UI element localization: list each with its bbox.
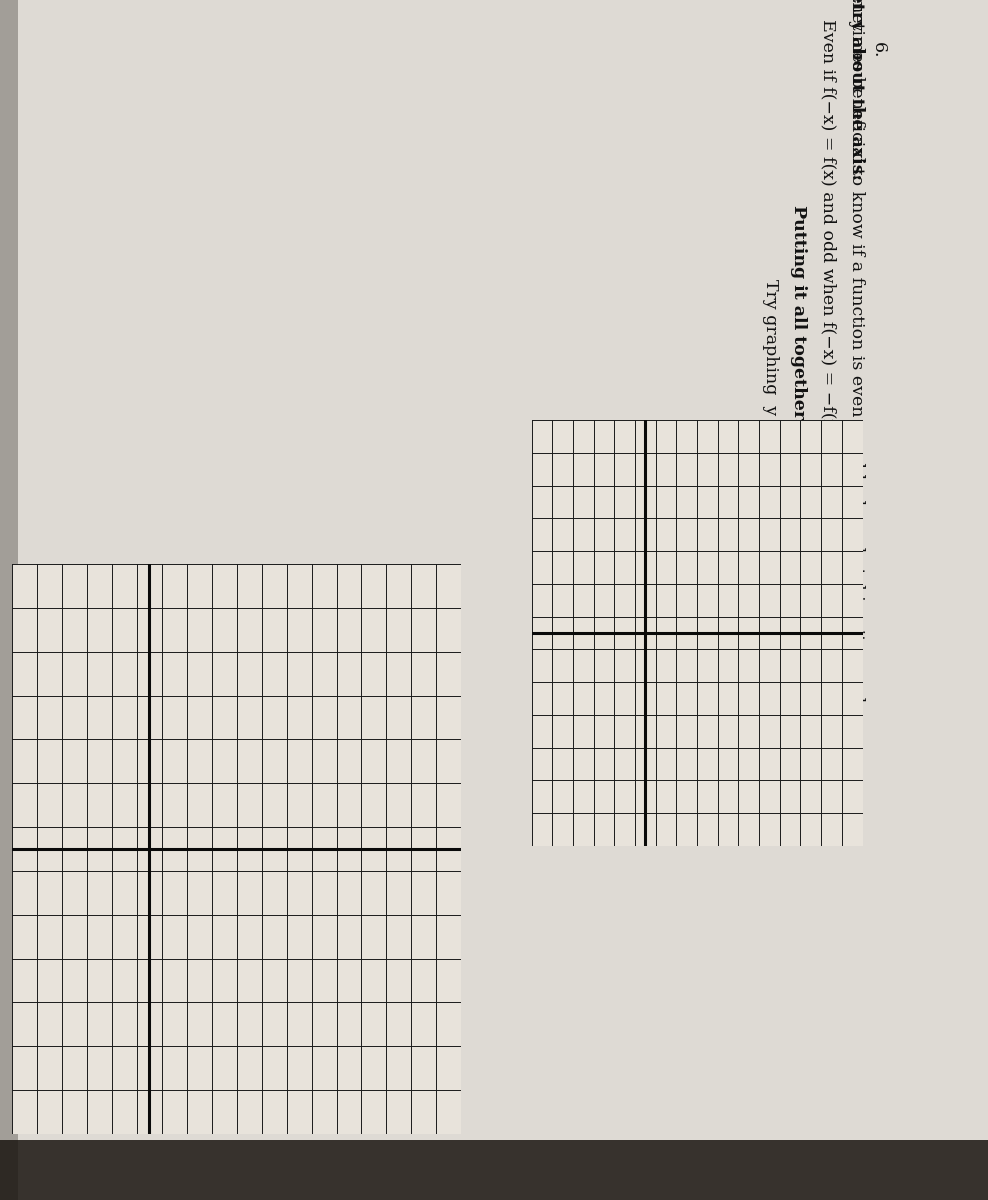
Bar [0,1140,988,1200]
Text: x² + 5x − 4: x² + 5x − 4 [754,457,771,557]
Text: x + 3: x + 3 [754,613,771,660]
Text: Symmetry about the axis:: Symmetry about the axis: [848,0,865,180]
Text: Putting it all together...: Putting it all together... [790,205,807,436]
Bar [0,0,18,1200]
Text: It is sometimes beneficial to know if a function is even or odd when sketching i: It is sometimes beneficial to know if a … [848,0,865,714]
Text: Try graphing  y =: Try graphing y = [762,280,779,440]
Text: Even if f(−x) = f(x) and odd when f(−x) = −f(x).: Even if f(−x) = f(x) and odd when f(−x) … [820,19,837,440]
Text: 6.: 6. [870,42,887,59]
